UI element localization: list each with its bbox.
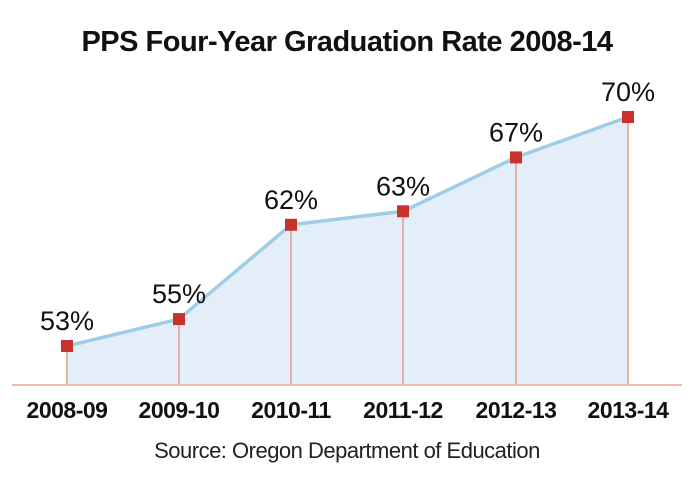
value-label: 62% xyxy=(264,185,318,215)
value-label: 70% xyxy=(601,77,655,107)
value-label: 55% xyxy=(152,279,206,309)
x-axis-label: 2012-13 xyxy=(476,397,557,423)
data-point-marker xyxy=(173,313,185,326)
data-point-marker xyxy=(61,340,73,352)
value-label: 63% xyxy=(376,171,430,201)
x-axis-label: 2009-10 xyxy=(139,397,220,423)
x-axis-label: 2013-14 xyxy=(588,397,670,423)
x-axis-label: 2010-11 xyxy=(251,397,331,423)
value-label: 67% xyxy=(489,117,543,147)
data-point-marker xyxy=(510,151,522,164)
source-note: Source: Oregon Department of Education xyxy=(154,438,540,463)
x-axis-label: 2008-09 xyxy=(27,397,108,423)
area-fill xyxy=(67,117,628,385)
value-label: 53% xyxy=(40,306,94,336)
data-line xyxy=(66,115,629,348)
data-markers xyxy=(61,111,634,352)
drop-lines xyxy=(66,117,629,385)
data-point-marker xyxy=(285,218,297,231)
x-axis-labels: 2008-09 2009-10 2010-11 2011-12 2012-13 2013-… xyxy=(27,397,670,423)
value-labels: 53% 55% 62% 63% 67% 70% xyxy=(40,77,655,336)
data-point-marker xyxy=(622,111,634,123)
chart-title: PPS Four-Year Graduation Rate 2008-14 xyxy=(81,26,613,58)
x-axis-label: 2011-12 xyxy=(363,397,443,423)
data-point-marker xyxy=(397,205,409,218)
